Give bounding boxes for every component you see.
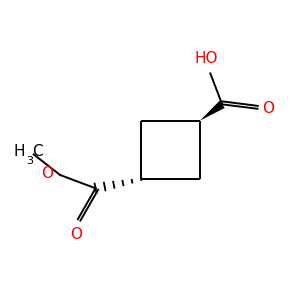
Text: H: H bbox=[14, 144, 25, 159]
Text: C: C bbox=[32, 144, 43, 159]
Text: O: O bbox=[70, 226, 83, 242]
Polygon shape bbox=[200, 101, 225, 121]
Text: O: O bbox=[262, 101, 274, 116]
Text: O: O bbox=[41, 166, 53, 181]
Text: 3: 3 bbox=[26, 156, 33, 166]
Text: HO: HO bbox=[194, 51, 218, 66]
